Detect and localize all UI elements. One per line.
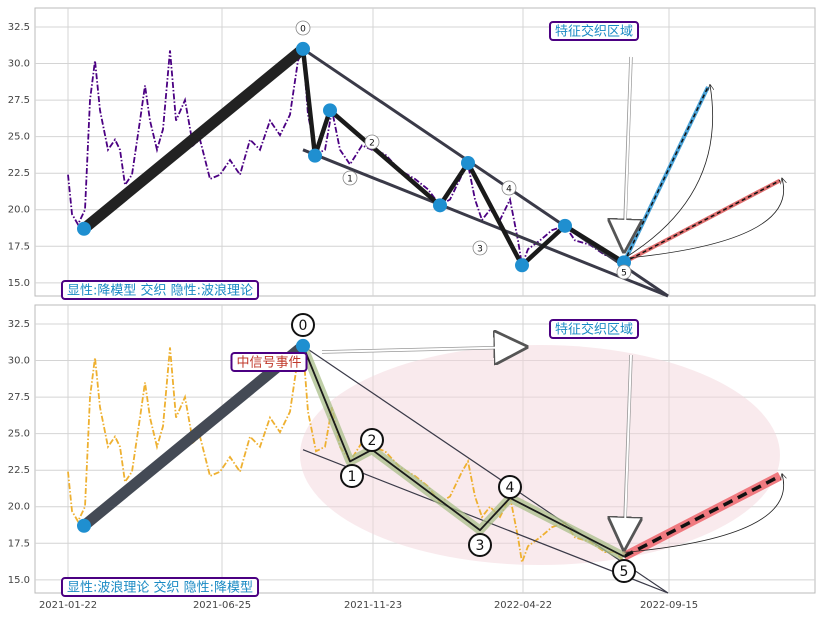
y-tick-label: 27.5 [8,392,30,403]
trend-line [302,148,669,298]
annotation-box [230,352,308,372]
annotation-box [60,280,260,300]
wave-label: 3 [476,538,485,554]
wave-label-circle [340,464,364,488]
wave-label-circle [291,313,315,337]
plot-area [34,7,816,297]
forecast-dash [623,179,781,264]
wave-label-circle [342,170,358,186]
annotation: 显性:波浪理论 交织 隐性:降模型 [67,580,253,596]
curved-arrow [623,179,784,259]
y-tick-label: 30.0 [8,356,30,367]
x-tick-label: 2021-06-25 [193,600,251,611]
wave-label-circle [501,180,517,196]
wave-label: 0 [300,25,306,35]
hollow-arrow-inner [321,346,518,353]
wave-label-circle [616,264,632,280]
curved-arrow [623,474,784,553]
wave-label: 0 [299,318,308,334]
wave-line [302,345,625,558]
wave-label-circle [295,20,311,36]
wave-label: 2 [368,433,377,449]
wave-label: 5 [620,564,629,580]
annotation-box [548,319,640,339]
annotation: 特征交织区域 [555,322,633,338]
y-tick-label: 27.5 [8,95,30,106]
wave-label-circle [468,533,492,557]
y-tick-label: 17.5 [8,538,30,549]
wave-label-circle [612,559,636,583]
hollow-arrow-inner [623,354,632,541]
wave-label-circle [498,475,522,499]
x-tick-label: 2022-09-15 [640,600,698,611]
curved-arrow [623,85,713,259]
forecast-dash [623,474,781,559]
y-tick-label: 22.5 [8,168,30,179]
annotation: 中信号事件 [236,356,301,371]
wave-node [433,198,447,213]
y-tick-label: 20.0 [8,205,30,216]
wave-label-circle [364,134,380,150]
wave-label: 1 [347,175,353,185]
annotation-box [548,21,640,41]
wave-node [323,103,337,118]
y-tick-label: 32.5 [8,319,30,330]
wave-node [296,41,310,56]
wave-label: 5 [621,269,627,279]
wave-label: 2 [369,139,375,149]
y-tick-label: 32.5 [8,22,30,33]
wave-label: 1 [348,469,357,485]
wave-first [78,340,309,532]
wave-node [77,518,91,533]
y-tick-label: 22.5 [8,465,30,476]
wave-node [461,155,475,170]
wave-label: 3 [477,245,483,255]
y-tick-label: 25.0 [8,429,30,440]
annotation: 特征交织区域 [555,24,633,40]
wave-node [296,338,310,353]
x-tick-label: 2021-11-23 [344,600,402,611]
x-tick-label: 2021-01-22 [39,600,97,611]
wave-label-circle [360,428,384,452]
y-tick-label: 25.0 [8,132,30,143]
x-tick-label: 2022-04-22 [494,600,552,611]
y-tick-label: 20.0 [8,502,30,513]
hollow-arrow-inner [623,56,632,243]
y-tick-label: 15.0 [8,278,30,289]
wave-node [77,221,91,236]
wave-label: 4 [506,185,512,195]
annotation-box [60,577,260,597]
y-tick-label: 17.5 [8,241,30,252]
wave-label: 4 [506,480,515,496]
wave-label-circle [472,240,488,256]
y-tick-label: 15.0 [8,575,30,586]
trend-line [302,47,669,298]
y-tick-label: 30.0 [8,59,30,70]
wave-node [558,218,572,233]
wave-line [300,48,626,268]
highlight-region [300,345,780,565]
forecast-dash [623,86,709,263]
wave-node [308,148,322,163]
wave-node [515,258,529,273]
annotation: 显性:降模型 交织 隐性:波浪理论 [67,283,253,299]
wave-first [78,43,309,235]
